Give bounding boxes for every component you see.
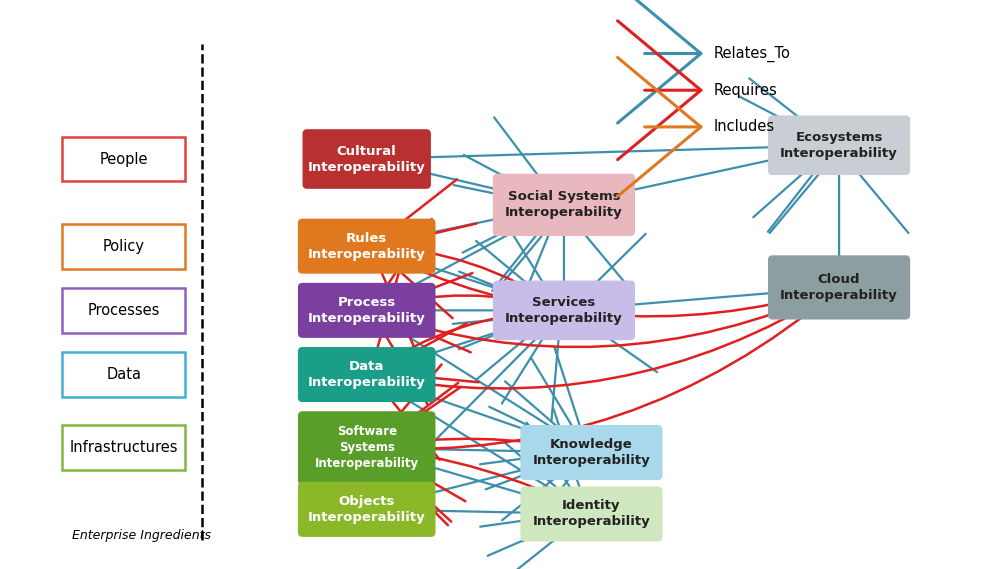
FancyBboxPatch shape	[520, 486, 662, 542]
FancyBboxPatch shape	[63, 288, 185, 333]
FancyBboxPatch shape	[63, 224, 185, 269]
FancyBboxPatch shape	[63, 426, 185, 471]
Text: Processes: Processes	[87, 303, 160, 318]
Text: Infrastructures: Infrastructures	[70, 440, 178, 455]
FancyBboxPatch shape	[493, 281, 635, 340]
Text: Data: Data	[106, 367, 141, 382]
Text: Relates_To: Relates_To	[713, 46, 790, 61]
Text: Software
Systems
Interoperability: Software Systems Interoperability	[315, 426, 419, 471]
Text: People: People	[99, 151, 148, 167]
Text: Rules
Interoperability: Rules Interoperability	[308, 232, 426, 261]
FancyBboxPatch shape	[298, 482, 436, 537]
Text: Ecosystems
Interoperability: Ecosystems Interoperability	[780, 131, 898, 160]
Text: Policy: Policy	[102, 238, 145, 254]
Text: Data
Interoperability: Data Interoperability	[308, 360, 426, 389]
Text: Identity
Interoperability: Identity Interoperability	[532, 500, 650, 529]
Text: Includes: Includes	[713, 119, 775, 134]
Text: Process
Interoperability: Process Interoperability	[308, 296, 426, 325]
FancyBboxPatch shape	[298, 347, 436, 402]
FancyBboxPatch shape	[63, 137, 185, 182]
Text: Requires: Requires	[713, 83, 778, 98]
Text: Services
Interoperability: Services Interoperability	[505, 296, 623, 325]
Text: Objects
Interoperability: Objects Interoperability	[308, 495, 426, 524]
Text: Social Systems
Interoperability: Social Systems Interoperability	[505, 191, 623, 220]
Text: Knowledge
Interoperability: Knowledge Interoperability	[532, 438, 650, 467]
FancyBboxPatch shape	[63, 352, 185, 397]
FancyBboxPatch shape	[303, 129, 431, 189]
FancyBboxPatch shape	[520, 425, 662, 480]
FancyBboxPatch shape	[298, 411, 436, 485]
FancyBboxPatch shape	[493, 174, 635, 236]
FancyBboxPatch shape	[768, 116, 911, 175]
FancyBboxPatch shape	[298, 283, 436, 338]
FancyBboxPatch shape	[768, 255, 911, 320]
Text: Cultural
Interoperability: Cultural Interoperability	[308, 145, 426, 174]
Text: Enterprise Ingredients: Enterprise Ingredients	[72, 529, 212, 542]
Text: Cloud
Interoperability: Cloud Interoperability	[780, 273, 898, 302]
FancyBboxPatch shape	[298, 218, 436, 274]
